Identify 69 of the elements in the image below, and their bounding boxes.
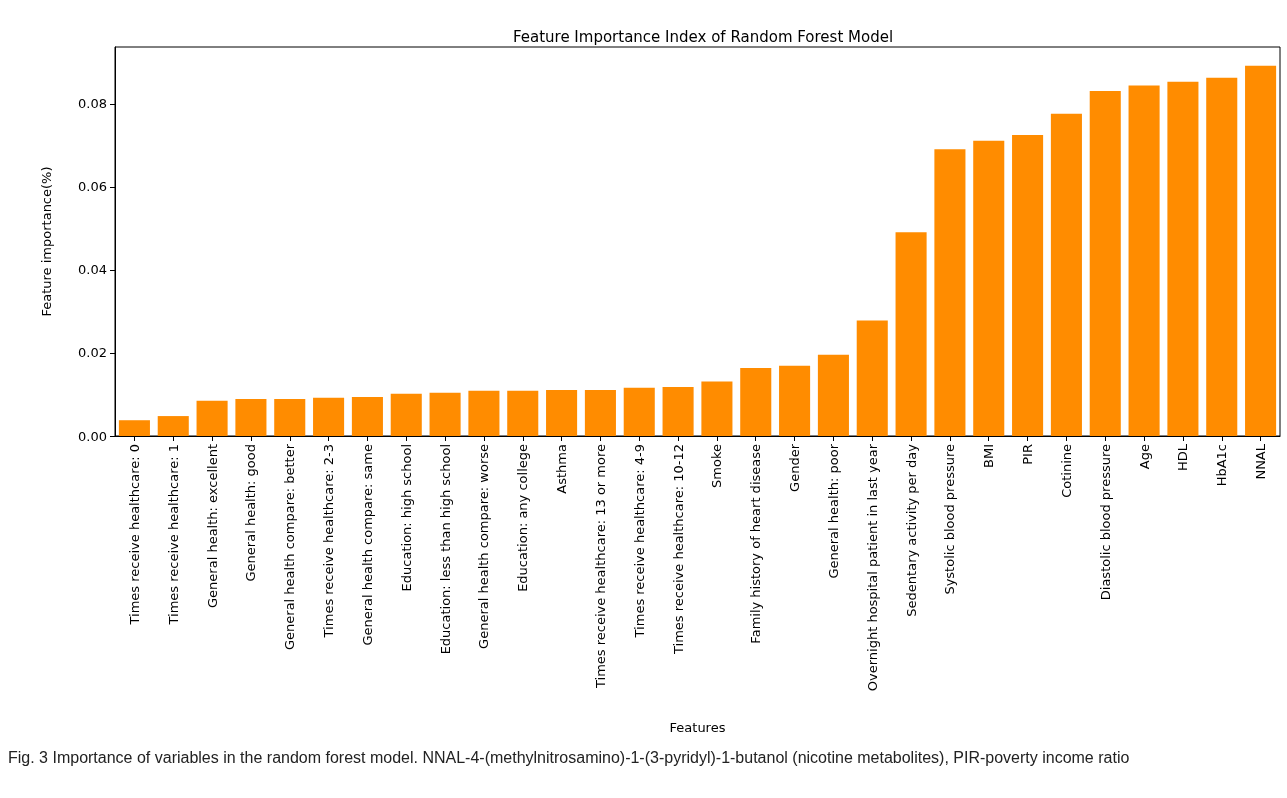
x-tick-label: Sedentary activity per day [903, 443, 919, 617]
x-tick-label: Systolic blood pressure [942, 444, 958, 595]
x-tick-label: Education: any college [515, 444, 531, 592]
x-axis-title: Features [669, 720, 726, 735]
chart-title: Feature Importance Index of Random Forest Model [512, 27, 894, 46]
bar [584, 389, 616, 436]
caption: Fig. 3 Importance of variables in the random forest model. NNAL-4-(methylnitrosamino)-1-(3-pyridyl)-1-butanol (nicotine metabolites), PIR-poverty income ratio [8, 748, 1131, 768]
x-tick-label: Times receive healthcare: 0 [126, 444, 142, 626]
bar [856, 320, 888, 436]
bar [390, 393, 422, 436]
bar [623, 387, 655, 436]
bar [740, 367, 772, 436]
bar [1245, 65, 1277, 436]
x-tick-label: General health compare: worse [476, 444, 492, 649]
bar [468, 390, 500, 436]
bar [274, 399, 306, 436]
x-tick-label: Age [1136, 444, 1152, 470]
x-tick-label: General health: good [243, 444, 259, 582]
x-tick-label: Gender [787, 443, 803, 492]
bar [662, 387, 694, 436]
x-tick-label: Education: less than high school [437, 444, 453, 655]
x-tick-label: HbA1c [1214, 444, 1230, 487]
bar [1128, 85, 1160, 436]
y-tick-label: 0.00 [78, 428, 107, 444]
bar [507, 390, 539, 436]
x-tick-label: Smoke [709, 444, 725, 488]
bar [973, 140, 1005, 436]
bar [196, 400, 228, 436]
y-tick-label: 0.08 [78, 96, 107, 112]
x-tick-label: Asthma [554, 444, 570, 494]
x-tick-label: Times receive healthcare: 10-12 [670, 444, 686, 655]
x-tick-label: HDL [1175, 443, 1191, 472]
bar [351, 396, 383, 436]
x-tick-label: Overnight hospital patient in last year [864, 443, 880, 692]
bar [779, 365, 811, 436]
bar [118, 420, 150, 436]
y-tick-label: 0.06 [78, 179, 107, 195]
bar [1050, 113, 1082, 436]
x-tick-label: Times receive healthcare: 13 or more [592, 444, 608, 689]
x-tick-label: General health compare: better [282, 443, 298, 650]
x-tick-label: NNAL [1253, 443, 1269, 480]
bar [1167, 81, 1199, 436]
x-tick-label: General health compare: same [359, 444, 375, 646]
bar [157, 416, 189, 436]
y-tick-label: 0.02 [78, 345, 107, 361]
x-tick-label: Family history of heart disease [748, 444, 764, 644]
x-tick-label: General health: poor [825, 443, 841, 579]
x-tick-label: Times receive healthcare: 1 [165, 444, 181, 626]
y-tick-label: 0.04 [78, 262, 107, 278]
bar [1012, 135, 1044, 436]
x-tick-label: BMI [981, 444, 997, 468]
bar [429, 392, 461, 436]
x-tick-label: Times receive healthcare: 4-9 [631, 444, 647, 639]
bar [817, 354, 849, 436]
bar [934, 149, 966, 436]
x-tick-label: General health: excellent [204, 444, 220, 608]
x-tick-label: Education: high school [398, 444, 414, 592]
bar [546, 389, 578, 436]
bar [235, 399, 267, 436]
bar [701, 381, 733, 436]
x-tick-label: Cotinine [1058, 444, 1074, 498]
bar [1089, 91, 1121, 436]
x-tick-label: PIR [1020, 444, 1036, 465]
x-tick-label: Times receive healthcare: 2-3 [321, 444, 337, 639]
bar [895, 232, 927, 436]
bar [313, 397, 345, 436]
bar [1206, 77, 1238, 436]
y-axis-title: Feature importance(%) [39, 166, 54, 317]
x-tick-label: Diastolic blood pressure [1097, 444, 1113, 601]
